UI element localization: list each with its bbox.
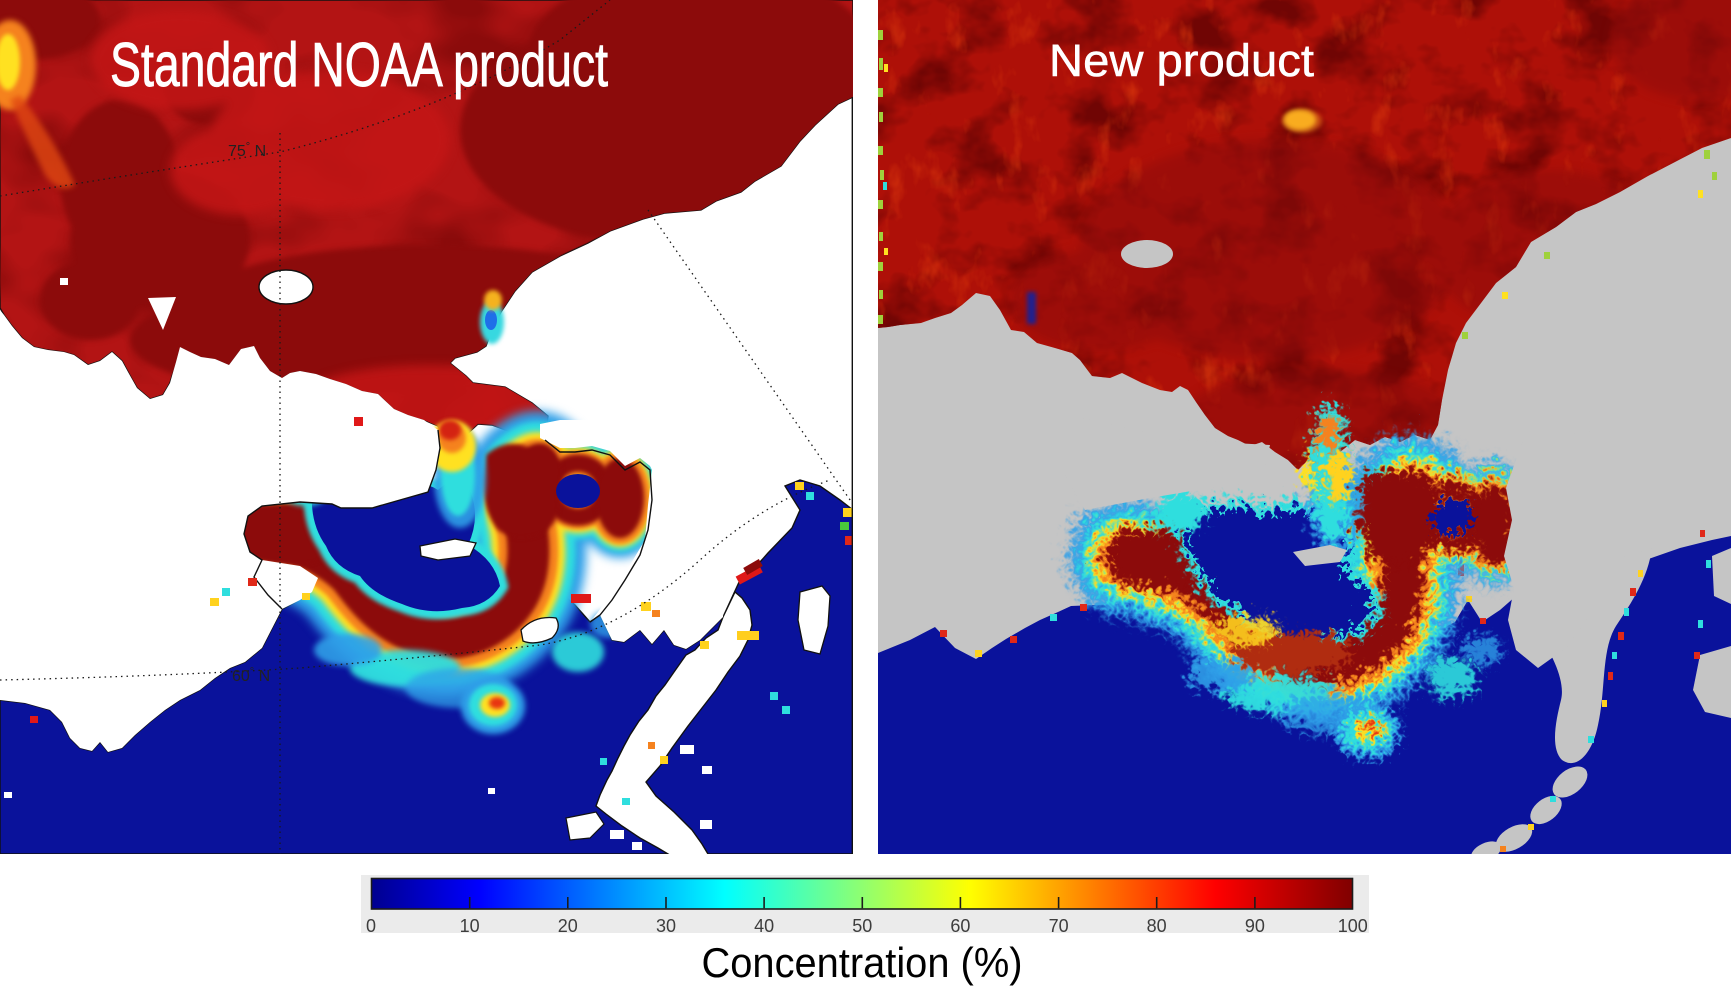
svg-text:Concentration (%): Concentration (%) — [702, 939, 1023, 986]
svg-text:75° N: 75° N — [228, 141, 266, 160]
svg-text:50: 50 — [852, 916, 872, 936]
svg-text:Standard NOAA product: Standard NOAA product — [110, 31, 608, 100]
svg-text:70: 70 — [1049, 916, 1069, 936]
svg-text:60° N: 60° N — [232, 666, 270, 685]
svg-text:100: 100 — [1338, 916, 1368, 936]
svg-text:80: 80 — [1147, 916, 1167, 936]
svg-text:New product: New product — [1049, 35, 1315, 86]
svg-text:20: 20 — [558, 916, 578, 936]
svg-text:10: 10 — [460, 916, 480, 936]
svg-text:40: 40 — [754, 916, 774, 936]
svg-text:30: 30 — [656, 916, 676, 936]
svg-text:0: 0 — [366, 916, 376, 936]
svg-text:60: 60 — [950, 916, 970, 936]
svg-text:90: 90 — [1245, 916, 1265, 936]
